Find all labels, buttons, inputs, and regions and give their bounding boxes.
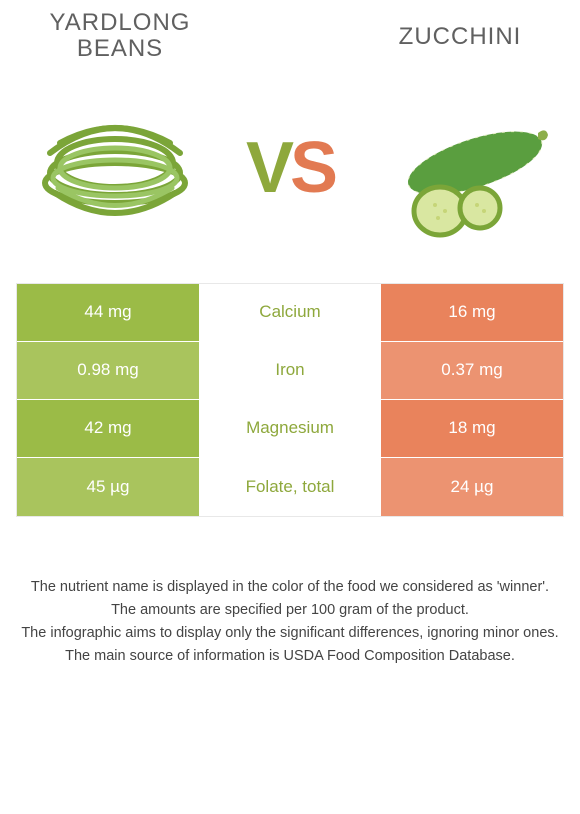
table-row: 44 mgCalcium16 mg [17,284,563,342]
left-value: 0.98 mg [17,342,199,399]
table-row: 0.98 mgIron0.37 mg [17,342,563,400]
left-value: 45 µg [17,458,199,516]
left-value: 44 mg [17,284,199,341]
right-value: 16 mg [381,284,563,341]
images-row: VS [0,63,580,283]
nutrient-table: 44 mgCalcium16 mg0.98 mgIron0.37 mg42 mg… [16,283,564,517]
footnote-line: The nutrient name is displayed in the co… [20,577,560,598]
nutrient-name: Iron [199,342,381,399]
left-value: 42 mg [17,400,199,457]
vs-v: V [246,128,290,208]
vs-label: VS [246,127,334,209]
right-value: 18 mg [381,400,563,457]
right-value: 0.37 mg [381,342,563,399]
vs-s: S [290,128,334,208]
right-value: 24 µg [381,458,563,516]
footnote-line: The infographic aims to display only the… [20,623,560,644]
nutrient-name: Magnesium [199,400,381,457]
header: Yardlong beans Zucchini [0,0,580,63]
nutrient-name: Folate, total [199,458,381,516]
footnote-line: The main source of information is USDA F… [20,646,560,667]
table-row: 45 µgFolate, total24 µg [17,458,563,516]
right-food-image [380,93,550,243]
footnote-line: The amounts are specified per 100 gram o… [20,600,560,621]
left-food-title: Yardlong beans [30,10,210,63]
table-row: 42 mgMagnesium18 mg [17,400,563,458]
right-food-title: Zucchini [370,10,550,50]
footnotes: The nutrient name is displayed in the co… [0,517,580,667]
left-food-image [30,93,200,243]
nutrient-name: Calcium [199,284,381,341]
